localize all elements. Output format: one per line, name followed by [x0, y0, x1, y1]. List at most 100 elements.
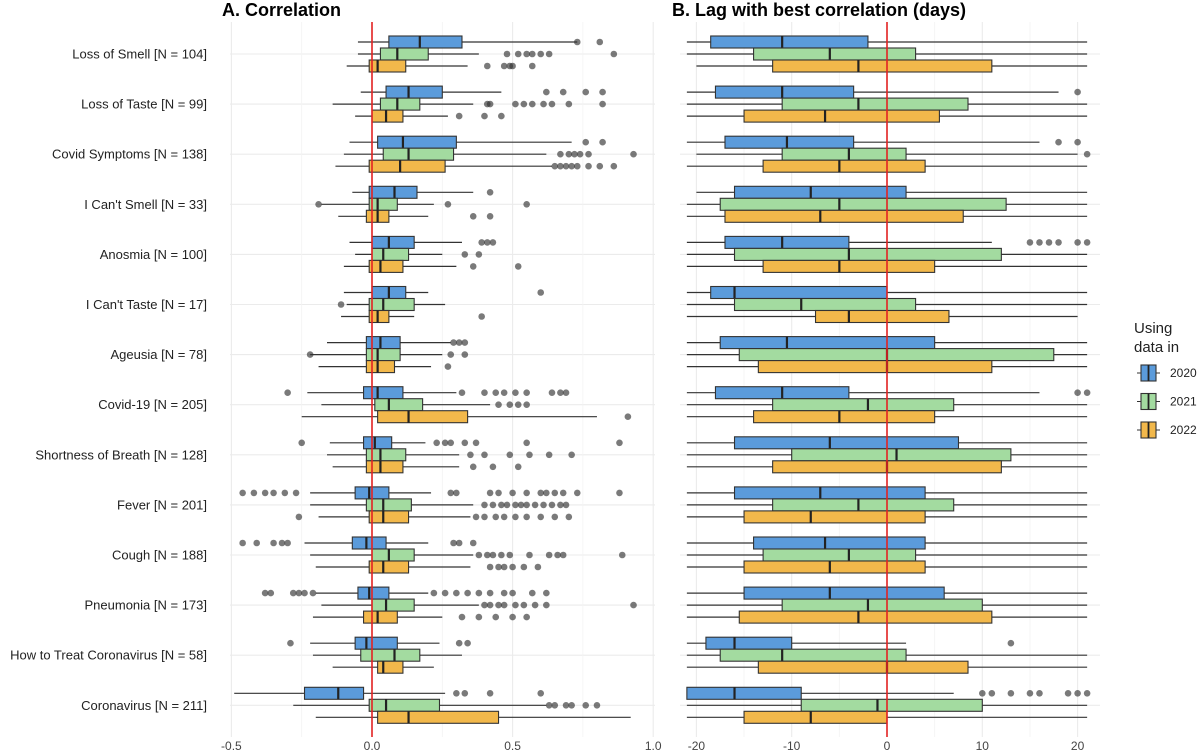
box-iqr — [814, 309, 950, 324]
outlier — [537, 513, 545, 521]
panel-a-correlation: A. Correlation Loss of Smell [N = 104]Lo… — [10, 0, 662, 753]
outlier — [498, 551, 505, 559]
panel-a-box-2020 — [239, 536, 477, 550]
box-iqr — [733, 486, 926, 500]
panel-a-box-2021 — [312, 648, 462, 662]
outlier — [503, 501, 511, 509]
panel-a-box-2021 — [337, 297, 446, 312]
outlier — [585, 150, 592, 158]
outlier — [576, 150, 584, 158]
panel-a-box-2022 — [318, 360, 452, 374]
outlier — [512, 513, 519, 521]
outlier — [528, 50, 536, 58]
box-iqr — [368, 185, 418, 199]
category-label: Fever [N = 201] — [117, 497, 207, 512]
category-label: Anosmia [N = 100] — [100, 247, 207, 262]
panel-a-box-2022 — [315, 560, 542, 574]
outlier — [1036, 239, 1043, 246]
panel-a-box-2020 — [352, 185, 494, 199]
outlier — [301, 589, 308, 597]
legend-label: 2021 — [1170, 395, 1197, 409]
outlier — [1083, 150, 1091, 158]
outlier — [498, 112, 505, 120]
box-iqr — [757, 660, 969, 674]
outlier — [568, 702, 575, 709]
outlier — [506, 551, 514, 559]
outlier — [540, 100, 547, 108]
panel-a-box-2020 — [343, 285, 545, 300]
outlier — [554, 551, 561, 559]
box-iqr — [363, 436, 393, 450]
outlier — [441, 589, 449, 597]
outlier — [531, 501, 539, 509]
outlier — [509, 62, 516, 70]
box-iqr — [705, 636, 793, 650]
box-iqr — [351, 536, 387, 550]
panel-b-box-2022 — [686, 360, 1088, 374]
panel-a-box-2022 — [312, 610, 530, 624]
outlier — [512, 501, 519, 509]
outlier — [534, 563, 542, 571]
outlier — [1026, 690, 1034, 697]
outlier — [464, 639, 471, 647]
box-iqr — [724, 235, 850, 249]
outlier — [562, 162, 570, 170]
legend: Using data in 2020 2021 2022 — [1134, 320, 1197, 439]
box-iqr — [374, 398, 424, 412]
panel-b-tick-label: 10 — [976, 739, 990, 753]
panel-a-box-2022 — [332, 660, 434, 674]
outlier — [489, 239, 497, 246]
category-label: Loss of Taste [N = 99] — [81, 97, 207, 112]
outlier — [582, 702, 590, 709]
outlier — [481, 451, 488, 459]
outlier — [523, 201, 530, 208]
panel-a-box-2021 — [315, 197, 530, 211]
box-iqr — [382, 147, 455, 161]
outlier — [585, 162, 592, 170]
outlier — [486, 489, 494, 497]
outlier — [562, 501, 570, 509]
box-iqr — [377, 660, 404, 674]
outlier — [270, 539, 277, 547]
outlier — [545, 702, 553, 709]
box-iqr — [354, 636, 398, 650]
outlier — [492, 389, 500, 397]
panel-a-box-2021 — [332, 97, 606, 111]
outlier — [450, 539, 457, 547]
panel-b-tick-label: 0 — [884, 739, 891, 753]
box-iqr — [371, 109, 404, 123]
box-iqr — [385, 85, 443, 99]
panel-a-box-2021 — [343, 147, 637, 161]
outlier — [489, 501, 497, 509]
outlier — [596, 162, 604, 170]
outlier — [548, 501, 556, 509]
outlier — [292, 489, 300, 497]
outlier — [281, 489, 289, 497]
box-iqr — [363, 610, 398, 624]
outlier — [557, 162, 564, 170]
outlier — [543, 88, 550, 96]
box-iqr — [371, 235, 415, 249]
outlier — [461, 690, 469, 697]
box-iqr — [379, 97, 421, 111]
outlier — [571, 150, 578, 158]
outlier — [284, 389, 291, 397]
legend-item-2020: 2020 — [1137, 364, 1197, 382]
outlier — [444, 363, 452, 370]
box-iqr — [360, 648, 421, 662]
box-iqr — [368, 309, 390, 324]
outlier — [295, 513, 303, 521]
outlier — [481, 112, 488, 120]
outlier — [509, 589, 516, 597]
outlier — [481, 513, 488, 521]
outlier — [455, 639, 463, 647]
outlier — [599, 88, 606, 96]
panel-a-box-2021 — [321, 398, 530, 412]
box-iqr — [714, 85, 855, 99]
outlier — [979, 690, 986, 697]
outlier — [1055, 138, 1062, 146]
outlier — [498, 501, 505, 509]
outlier — [458, 389, 466, 397]
outlier — [475, 589, 483, 597]
box-iqr — [791, 448, 1012, 462]
